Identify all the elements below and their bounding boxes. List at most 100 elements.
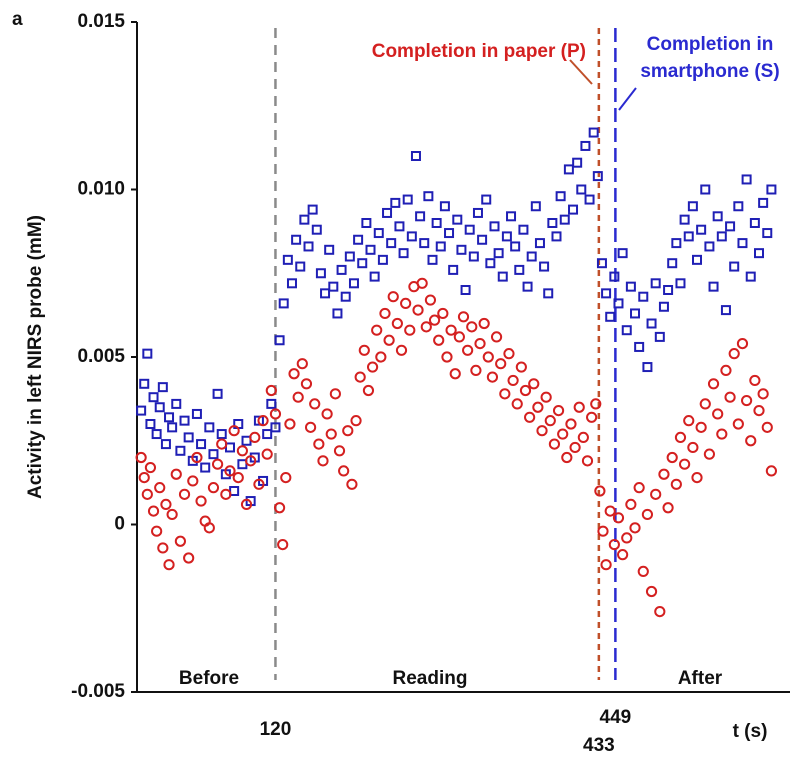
data-point — [555, 191, 566, 202]
data-point — [481, 194, 492, 205]
region-label: After — [678, 668, 723, 689]
data-point — [333, 445, 346, 457]
data-point — [284, 418, 296, 430]
data-point — [236, 445, 248, 457]
data-point — [662, 502, 674, 514]
data-point — [621, 325, 632, 336]
data-point — [262, 429, 273, 440]
data-point — [362, 384, 375, 397]
data-point — [369, 271, 380, 282]
data-point — [552, 405, 565, 417]
data-point — [245, 455, 257, 467]
data-point — [395, 344, 408, 356]
data-point — [510, 241, 521, 252]
data-point — [420, 321, 432, 333]
data-point — [737, 238, 748, 249]
data-point — [303, 241, 314, 252]
data-point — [266, 398, 277, 409]
data-point — [164, 412, 175, 423]
data-point — [224, 465, 236, 477]
data-point — [157, 382, 168, 393]
data-point — [139, 378, 150, 389]
data-point — [317, 455, 329, 467]
data-point — [700, 184, 711, 195]
panel-label: a — [12, 9, 23, 30]
data-point — [679, 214, 690, 225]
data-point — [332, 308, 343, 319]
data-point — [304, 421, 317, 433]
data-point — [757, 388, 769, 400]
data-point — [142, 348, 153, 359]
data-point — [696, 224, 707, 235]
data-point — [646, 318, 657, 329]
data-point — [145, 419, 156, 429]
data-point — [358, 344, 370, 356]
data-point — [687, 441, 699, 454]
data-point — [448, 264, 459, 275]
data-point — [497, 271, 508, 282]
data-point — [482, 351, 494, 363]
data-point — [183, 432, 194, 443]
data-point — [220, 488, 232, 500]
data-point — [716, 231, 727, 242]
data-point — [584, 194, 595, 205]
data-point — [257, 415, 269, 427]
data-point — [524, 411, 536, 423]
data-point — [291, 234, 302, 245]
data-point — [666, 451, 678, 464]
data-point — [581, 455, 594, 467]
data-point — [683, 231, 694, 242]
data-point — [703, 448, 716, 460]
data-point — [766, 184, 777, 195]
data-point — [563, 164, 574, 175]
data-point — [309, 398, 321, 410]
data-point — [249, 431, 261, 443]
data-point — [311, 224, 322, 235]
data-point — [342, 425, 354, 437]
data-point — [365, 244, 376, 255]
data-point — [200, 462, 211, 473]
data-point — [354, 371, 366, 383]
data-point — [144, 461, 157, 474]
data-point — [588, 127, 599, 138]
data-point — [404, 324, 416, 336]
data-point — [457, 311, 470, 323]
data-point — [733, 201, 744, 212]
data-point — [431, 218, 442, 228]
data-point — [191, 451, 203, 464]
data-point — [373, 228, 384, 239]
data-point — [625, 498, 637, 510]
data-point — [346, 478, 358, 490]
data-point — [692, 254, 703, 265]
data-point — [663, 285, 674, 295]
data-point — [477, 234, 488, 245]
data-point — [572, 157, 583, 168]
data-point — [174, 535, 186, 547]
data-point — [468, 251, 479, 262]
data-point — [609, 271, 620, 282]
data-point — [228, 425, 240, 437]
data-point — [489, 221, 500, 232]
data-point — [765, 465, 778, 477]
data-point — [424, 294, 437, 306]
data-point — [691, 472, 703, 484]
data-point — [679, 458, 691, 470]
data-point — [394, 221, 405, 232]
data-point — [154, 402, 165, 413]
data-point — [600, 559, 612, 571]
data-point — [470, 364, 482, 376]
data-point — [547, 218, 558, 228]
data-point — [336, 264, 347, 275]
data-point — [253, 415, 264, 426]
data-point — [761, 421, 773, 433]
annotation: smartphone (S) — [640, 61, 779, 82]
data-point — [515, 361, 527, 373]
data-point — [296, 358, 308, 370]
data-point — [707, 378, 720, 390]
data-point — [329, 388, 341, 400]
data-point — [650, 278, 661, 289]
data-point — [580, 140, 591, 151]
data-point — [160, 439, 171, 450]
data-point — [382, 207, 393, 218]
data-point — [141, 488, 153, 500]
